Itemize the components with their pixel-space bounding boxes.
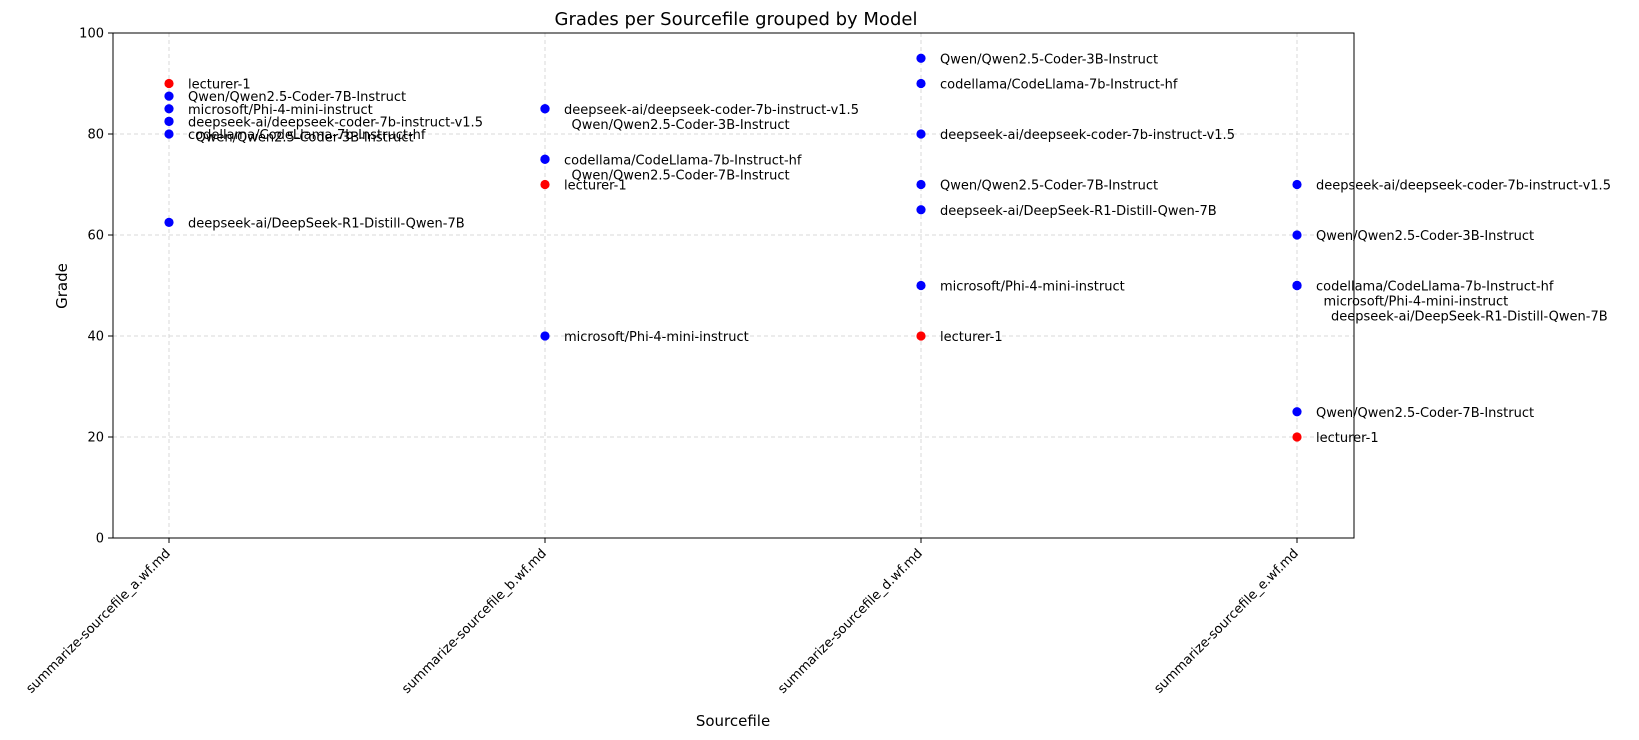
x-axis: summarize-sourcefile_a.wf.md summarize-so… (23, 538, 1302, 697)
point-label: deepseek-ai/deepseek-coder-7b-instruct-v… (188, 115, 483, 130)
point-label: codellama/CodeLlama-7b-Instruct-hf (1316, 280, 1554, 295)
data-point (916, 331, 926, 341)
data-point (540, 331, 550, 341)
point-label: codellama/CodeLlama-7b-Instruct-hf (564, 153, 802, 168)
point-label: Qwen/Qwen2.5-Coder-3B-Instruct (196, 130, 414, 145)
data-point (916, 78, 926, 89)
y-tick-label: 40 (87, 330, 104, 345)
point-label: Qwen/Qwen2.5-Coder-7B-Instruct (188, 90, 406, 105)
y-tick-label: 0 (96, 532, 104, 547)
data-point (164, 78, 174, 89)
point-label: deepseek-ai/deepseek-coder-7b-instruct-v… (564, 103, 859, 118)
point-label: Qwen/Qwen2.5-Coder-7B-Instruct (572, 168, 790, 183)
x-axis-label: Sourcefile (696, 712, 770, 730)
data-point (1292, 179, 1302, 190)
y-axis-label: Grade (53, 263, 71, 309)
data-points: lecturer-1Qwen/Qwen2.5-Coder-7B-Instruct… (164, 52, 1611, 446)
data-point (1292, 280, 1302, 291)
chart-title: Grades per Sourcefile grouped by Model (555, 9, 918, 30)
point-label: Qwen/Qwen2.5-Coder-3B-Instruct (572, 118, 790, 133)
y-tick-label: 100 (79, 27, 104, 42)
data-point (916, 205, 926, 215)
point-label: deepseek-ai/deepseek-coder-7b-instruct-v… (1316, 179, 1611, 194)
point-label: microsoft/Phi-4-mini-instruct (940, 280, 1125, 295)
data-point (164, 217, 174, 227)
data-point (1292, 432, 1302, 442)
x-tick-label: summarize-sourcefile_e.wf.md (1151, 546, 1301, 696)
plot-area-frame (112, 32, 1355, 539)
data-point (540, 154, 550, 164)
point-label: Qwen/Qwen2.5-Coder-3B-Instruct (1316, 229, 1534, 244)
point-label: lecturer-1 (1316, 431, 1379, 446)
y-tick-label: 20 (87, 431, 104, 446)
data-point (164, 129, 174, 139)
point-label: microsoft/Phi-4-mini-instruct (564, 330, 749, 345)
data-point (540, 179, 550, 190)
data-point (1292, 230, 1302, 240)
point-label: deepseek-ai/deepseek-coder-7b-instruct-v… (940, 128, 1235, 143)
point-label: lecturer-1 (564, 179, 627, 194)
data-point (1292, 407, 1302, 417)
data-point (916, 53, 926, 63)
point-label: Qwen/Qwen2.5-Coder-7B-Instruct (940, 179, 1158, 194)
point-label: Qwen/Qwen2.5-Coder-3B-Instruct (940, 52, 1158, 67)
data-point (540, 104, 550, 114)
data-point (916, 179, 926, 190)
data-point (164, 104, 174, 114)
data-point (164, 91, 174, 101)
data-point (916, 280, 926, 291)
y-tick-label: 80 (87, 128, 104, 143)
point-label: codellama/CodeLlama-7b-Instruct-hf (940, 78, 1178, 93)
x-tick-label: summarize-sourcefile_b.wf.md (399, 546, 550, 697)
y-axis: 0 20 40 60 80 100 (79, 27, 113, 547)
point-label: lecturer-1 (188, 78, 251, 93)
point-label: deepseek-ai/DeepSeek-R1-Distill-Qwen-7B (1331, 310, 1608, 325)
point-label: Qwen/Qwen2.5-Coder-7B-Instruct (1316, 406, 1534, 421)
point-label: microsoft/Phi-4-mini-instruct (1324, 295, 1509, 310)
grid-layer (113, 33, 1354, 538)
point-label: microsoft/Phi-4-mini-instruct (188, 103, 373, 118)
point-label: deepseek-ai/DeepSeek-R1-Distill-Qwen-7B (188, 216, 465, 231)
x-tick-label: summarize-sourcefile_d.wf.md (775, 546, 926, 697)
data-point (164, 116, 174, 126)
y-tick-label: 60 (87, 229, 104, 244)
point-label: lecturer-1 (940, 330, 1003, 345)
point-label: codellama/CodeLlama-7b-Instruct-hf (188, 128, 426, 143)
data-point (916, 129, 926, 139)
point-label: deepseek-ai/DeepSeek-R1-Distill-Qwen-7B (940, 204, 1217, 219)
x-tick-label: summarize-sourcefile_a.wf.md (23, 546, 173, 696)
